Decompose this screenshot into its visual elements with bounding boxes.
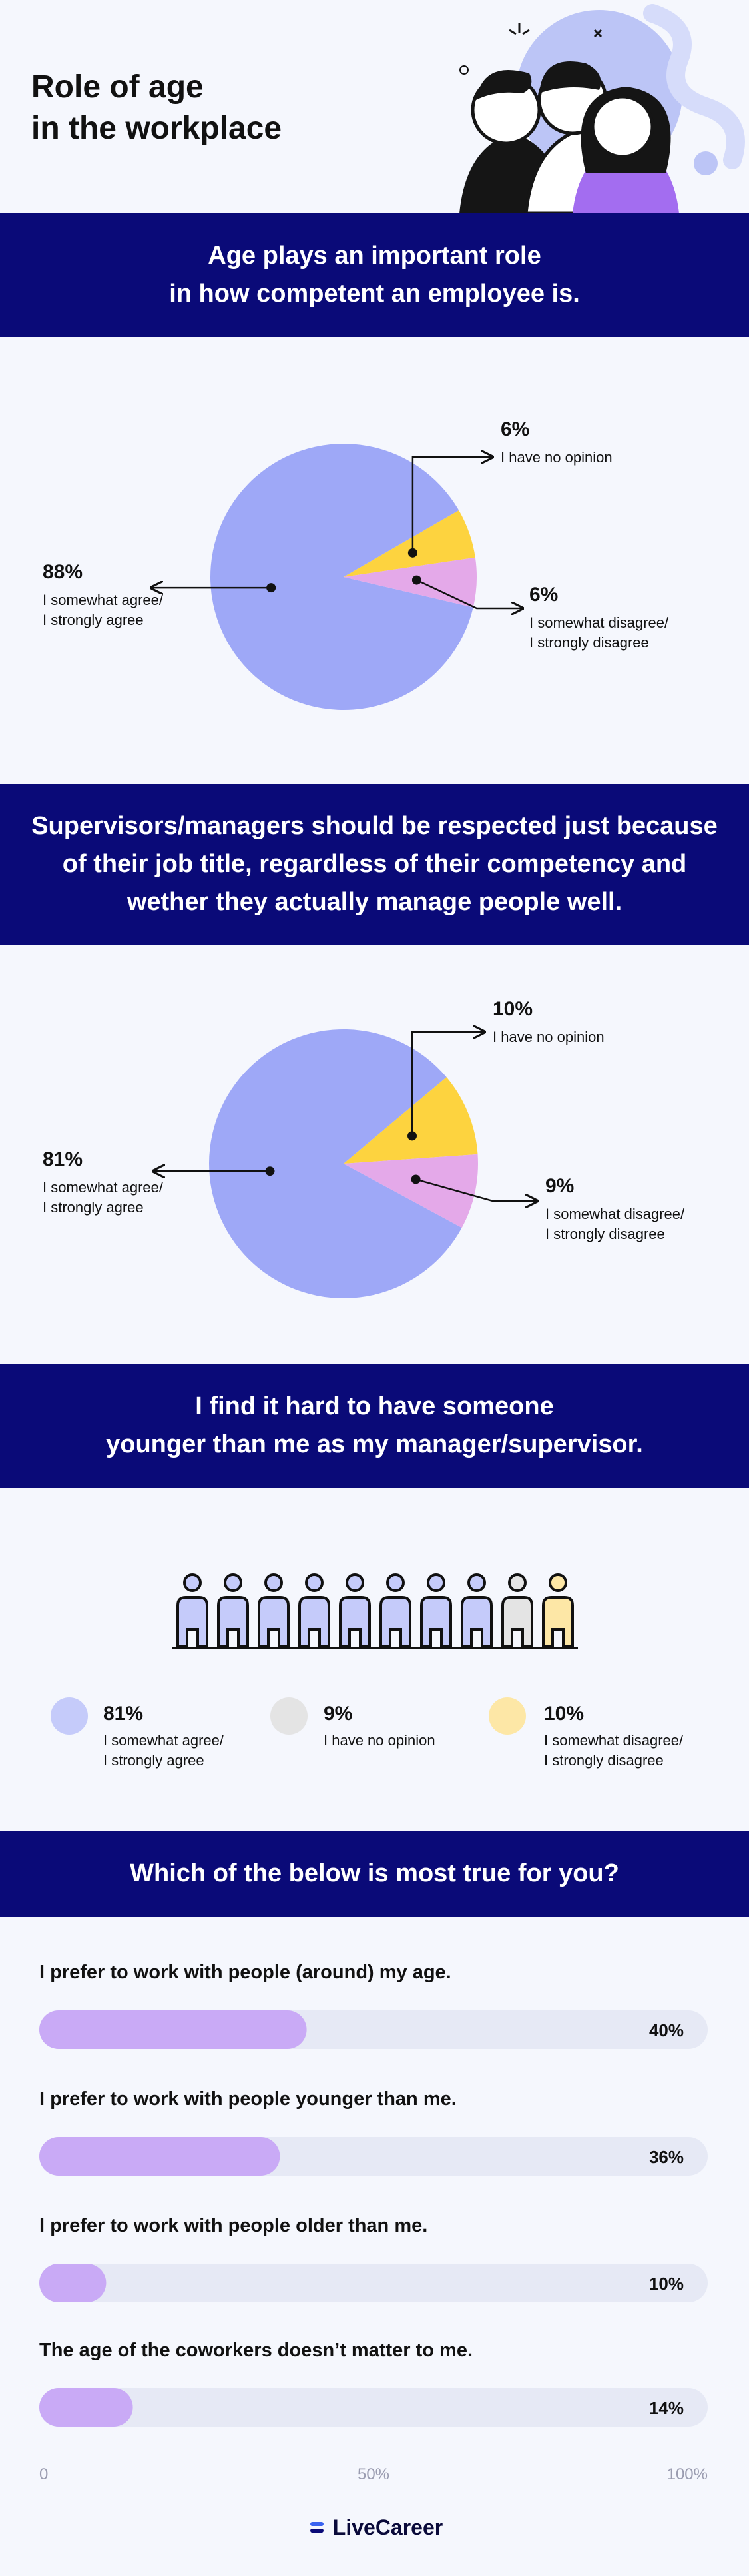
- bar-category-label: I prefer to work with people older than …: [39, 2215, 428, 2236]
- legend-category-label: I somewhat disagree/ I strongly disagree: [544, 1732, 684, 1769]
- person-icon: [258, 1596, 290, 1648]
- bar: [39, 2137, 280, 2176]
- banner: [0, 1364, 749, 1488]
- person-icon: [298, 1596, 330, 1648]
- slice-category-label: I somewhat agree/ I strongly agree: [43, 592, 163, 628]
- legend-value-label: 81%: [103, 1703, 144, 1725]
- legend-value-label: 9%: [324, 1703, 353, 1725]
- banner: [0, 213, 749, 337]
- pie-slice: [209, 1029, 462, 1298]
- bar: [39, 2388, 133, 2427]
- pie-slice: [210, 443, 473, 710]
- pie-slice: [344, 510, 475, 577]
- bar-category-label: The age of the coworkers doesn’t matter …: [39, 2340, 473, 2361]
- leader-line: [411, 1032, 485, 1136]
- logo-icon: [310, 2522, 324, 2533]
- person-head: [305, 1573, 324, 1592]
- person-head: [508, 1573, 527, 1592]
- person-icon: [461, 1596, 493, 1648]
- slice-category-label: I somewhat agree/ I strongly agree: [43, 1179, 163, 1216]
- slice-value-label: 81%: [43, 1148, 83, 1170]
- person-head: [427, 1573, 445, 1592]
- slice-category-label: I have no opinion: [501, 449, 613, 466]
- pie-slice: [344, 1077, 478, 1164]
- person-icon: [379, 1596, 411, 1648]
- legend-swatch: [51, 1697, 88, 1735]
- leader-line: [416, 579, 523, 608]
- chart-title: Age plays an important role in how compe…: [169, 242, 580, 308]
- page-title: Role of age in the workplace: [31, 69, 282, 147]
- logo-text: LiveCareer: [332, 2515, 443, 2539]
- bar-value-label: 40%: [649, 2020, 684, 2040]
- chart-title: Which of the below is most true for you?: [130, 1859, 619, 1887]
- bar-track: [39, 2264, 708, 2302]
- person-head: [346, 1573, 364, 1592]
- bar: [39, 2010, 307, 2049]
- legend-swatch: [489, 1697, 526, 1735]
- person-icon: [176, 1596, 208, 1648]
- x-tick-label: 0: [39, 2465, 48, 2483]
- bar-value-label: 36%: [649, 2147, 684, 2167]
- bar-category-label: I prefer to work with people younger tha…: [39, 2088, 457, 2110]
- person-icon: [501, 1596, 533, 1648]
- slice-value-label: 6%: [529, 584, 559, 606]
- bar-category-label: I prefer to work with people (around) my…: [39, 1962, 451, 1983]
- pie-slice: [344, 557, 477, 608]
- person-head: [264, 1573, 283, 1592]
- slice-value-label: 6%: [501, 418, 530, 440]
- header-illustration: [459, 4, 745, 215]
- slice-category-label: I have no opinion: [493, 1029, 605, 1045]
- person-head: [183, 1573, 202, 1592]
- slice-value-label: 9%: [545, 1175, 575, 1197]
- person-icon: [339, 1596, 371, 1648]
- bar-value-label: 14%: [649, 2398, 684, 2418]
- bar-track: [39, 2388, 708, 2427]
- person-head: [467, 1573, 486, 1592]
- x-tick-label: 100%: [667, 2465, 708, 2483]
- legend-category-label: I have no opinion: [324, 1732, 435, 1749]
- legend-swatch: [270, 1697, 308, 1735]
- person-head: [224, 1573, 242, 1592]
- person-head: [386, 1573, 405, 1592]
- legend-value-label: 10%: [544, 1703, 585, 1725]
- leader-line: [415, 1178, 537, 1201]
- slice-category-label: I somewhat disagree/ I strongly disagree: [529, 614, 669, 651]
- x-tick-label: 50%: [358, 2465, 389, 2483]
- person-icon: [420, 1596, 452, 1648]
- chart-title: Supervisors/managers should be respected…: [31, 812, 718, 916]
- banner: [0, 1831, 749, 1917]
- slice-category-label: I somewhat disagree/ I strongly disagree: [545, 1206, 685, 1242]
- pie-slice: [344, 1154, 478, 1228]
- chart-title: I find it hard to have someone younger t…: [106, 1392, 643, 1458]
- slice-value-label: 10%: [493, 998, 533, 1020]
- legend-category-label: I somewhat agree/ I strongly agree: [103, 1732, 224, 1769]
- person-icon: [542, 1596, 574, 1648]
- bar: [39, 2264, 107, 2302]
- slice-value-label: 88%: [43, 561, 83, 583]
- bar-value-label: 10%: [649, 2274, 684, 2294]
- person-head: [549, 1573, 567, 1592]
- banner: [0, 784, 749, 945]
- leader-line: [411, 457, 493, 553]
- person-icon: [217, 1596, 249, 1648]
